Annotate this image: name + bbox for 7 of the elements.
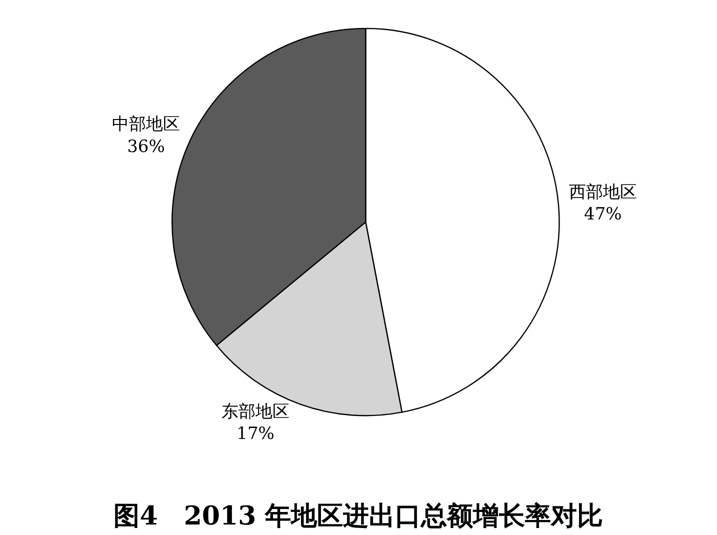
data-label: 47% — [584, 204, 622, 225]
slice-label: 东部地区 — [222, 402, 290, 422]
data-label: 36% — [127, 136, 165, 157]
slice-label: 西部地区 — [568, 182, 637, 203]
slice-label: 中部地区 — [112, 114, 180, 135]
text: 图4 2013 年地区进出口总额增长率对比 — [114, 501, 604, 532]
data-label: 17% — [236, 424, 274, 444]
